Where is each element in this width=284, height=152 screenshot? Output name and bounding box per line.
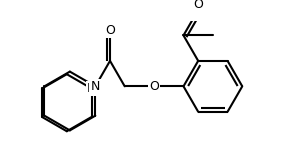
- Text: O: O: [193, 0, 203, 11]
- Text: N: N: [87, 82, 96, 95]
- Text: O: O: [105, 24, 115, 37]
- Text: N: N: [91, 80, 100, 93]
- Text: O: O: [149, 80, 159, 93]
